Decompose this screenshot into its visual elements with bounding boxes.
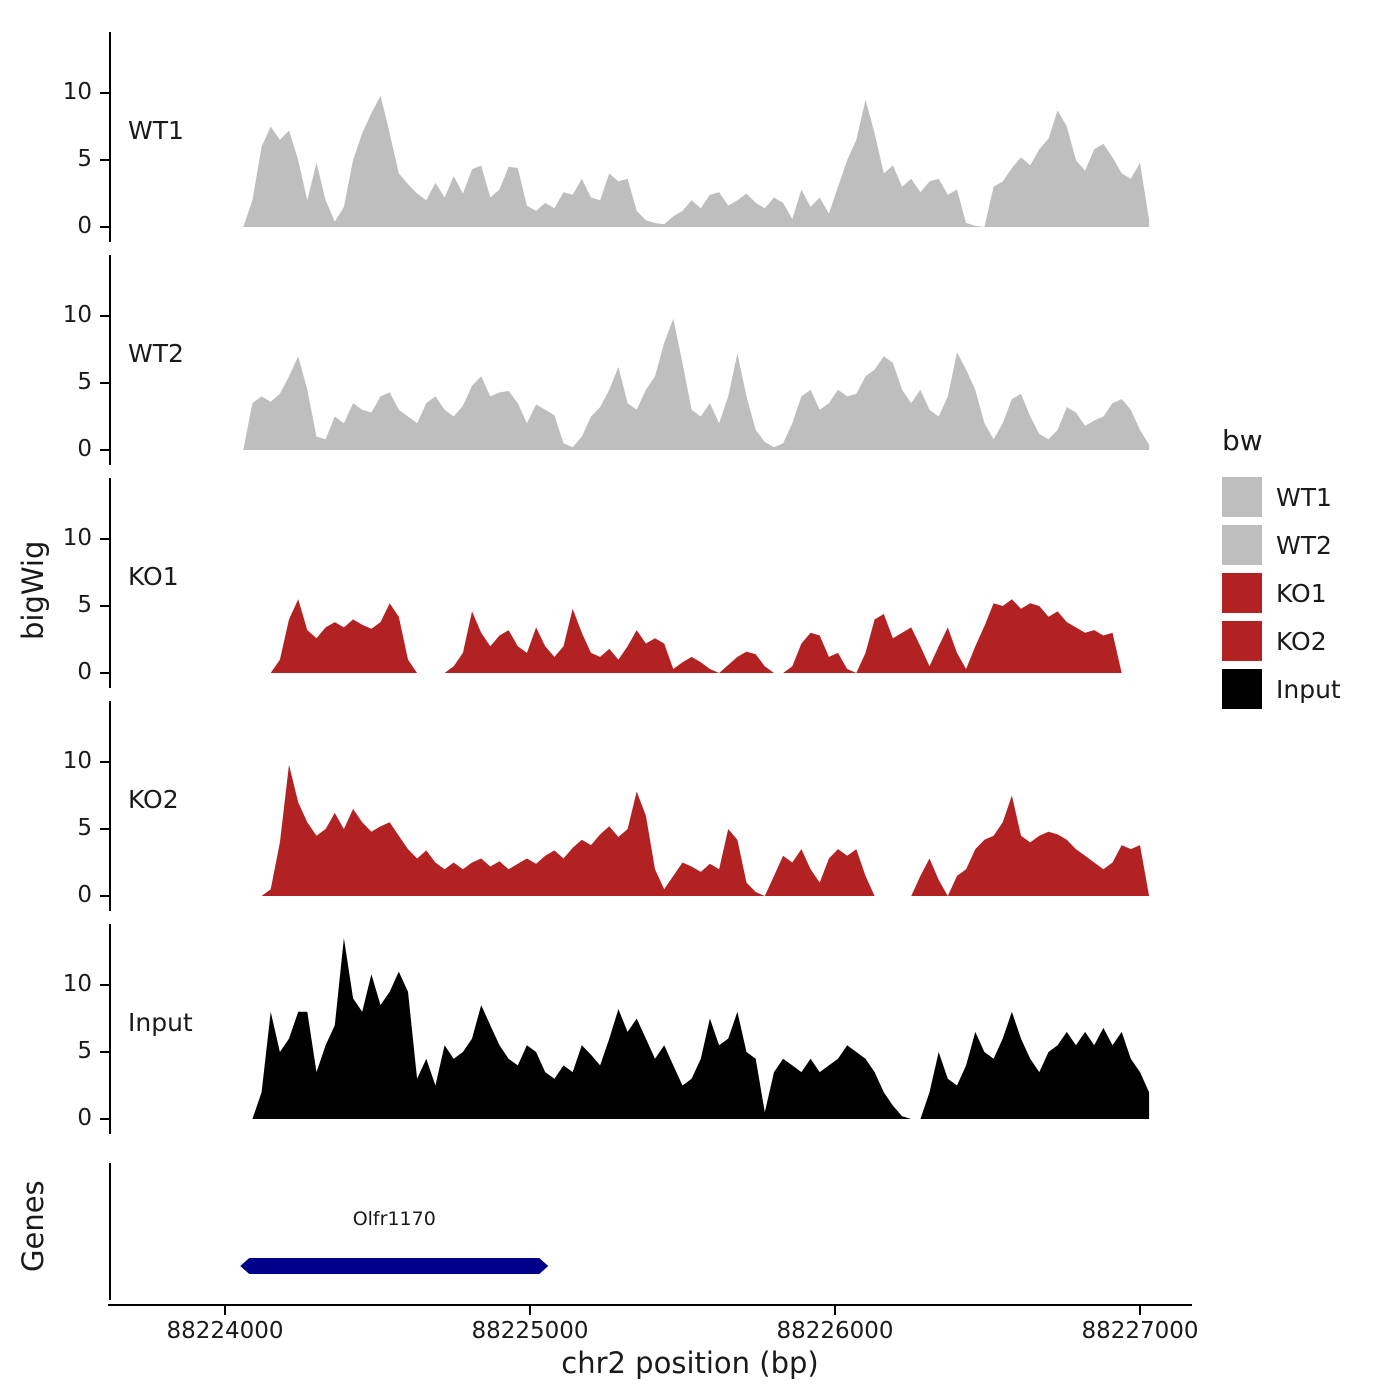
coverage-polygon [243, 95, 1150, 227]
x-tick [1138, 1306, 1141, 1315]
y-axis-line [109, 255, 111, 465]
x-tick-label: 88226000 [776, 1318, 894, 1344]
y-tick [100, 382, 110, 384]
y-tick-label: 5 [77, 146, 92, 172]
y-tick-label: 5 [77, 592, 92, 618]
legend-label: WT1 [1276, 482, 1332, 512]
legend-label: KO1 [1276, 578, 1327, 608]
coverage-area-wt1 [243, 95, 1150, 227]
y-tick [100, 449, 110, 451]
legend-entry-ko1: KO1 [1222, 569, 1398, 617]
y-tick-label: 10 [62, 971, 92, 997]
x-axis-line [108, 1304, 1192, 1306]
y-axis-line [109, 478, 111, 688]
y-tick-label: 10 [62, 302, 92, 328]
legend-entry-input: Input [1222, 665, 1398, 713]
x-tick [528, 1306, 531, 1315]
track-label-ko1: KO1 [128, 562, 179, 591]
x-tick [223, 1306, 226, 1315]
track-label-wt1: WT1 [128, 116, 184, 145]
coverage-area-wt2 [243, 318, 1150, 450]
coverage-area-ko1 [243, 599, 1150, 673]
gene-track [240, 1258, 549, 1274]
y-tick-label: 0 [77, 1105, 92, 1131]
track-label-ko2: KO2 [128, 785, 179, 814]
legend-swatch [1222, 525, 1262, 565]
y-tick [100, 315, 110, 317]
gene-name-label: Olfr1170 [352, 1208, 436, 1230]
legend-title: bw [1222, 424, 1263, 457]
y-tick [100, 605, 110, 607]
y-tick-label: 0 [77, 659, 92, 685]
y-tick [100, 895, 110, 897]
y-tick-label: 5 [77, 815, 92, 841]
genes-panel: Olfr1170 [0, 1160, 1400, 1305]
coverage-polygon [243, 938, 1150, 1119]
x-tick [833, 1306, 836, 1315]
y-tick-label: 5 [77, 369, 92, 395]
coverage-area-ko2 [243, 764, 1150, 896]
y-tick-label: 0 [77, 882, 92, 908]
y-tick [100, 761, 110, 763]
legend-swatch [1222, 573, 1262, 613]
x-axis-title: chr2 position (bp) [561, 1346, 819, 1380]
y-tick [100, 159, 110, 161]
legend-label: Input [1276, 674, 1341, 704]
y-axis-line [109, 701, 111, 911]
y-tick [100, 1118, 110, 1120]
track-ko2: 0 5 10 KO2 [0, 699, 1400, 922]
y-tick [100, 92, 110, 94]
y-tick [100, 672, 110, 674]
legend-label: KO2 [1276, 626, 1327, 656]
x-tick-label: 88227000 [1081, 1318, 1199, 1344]
coverage-polygon [243, 318, 1150, 450]
coverage-polygon [243, 599, 1150, 673]
track-wt2: 0 5 10 WT2 [0, 253, 1400, 476]
track-input: 0 5 10 Input [0, 922, 1400, 1145]
legend: bw WT1 WT2 KO1 KO2 Input [1222, 424, 1398, 713]
legend-entry-ko2: KO2 [1222, 617, 1398, 665]
y-tick-label: 0 [77, 213, 92, 239]
y-tick-label: 10 [62, 748, 92, 774]
x-tick-label: 88225000 [471, 1318, 589, 1344]
legend-entry-wt2: WT2 [1222, 521, 1398, 569]
y-tick-label: 10 [62, 79, 92, 105]
track-wt1: 0 5 10 WT1 [0, 30, 1400, 253]
coverage-area-input [243, 938, 1150, 1119]
genes-axis-line [109, 1163, 111, 1300]
legend-label: WT2 [1276, 530, 1332, 560]
track-label-wt2: WT2 [128, 339, 184, 368]
y-axis-line [109, 924, 111, 1134]
y-axis-line [109, 32, 111, 242]
y-tick-label: 10 [62, 525, 92, 551]
gene-body [240, 1258, 549, 1274]
y-tick-label: 0 [77, 436, 92, 462]
legend-entries: WT1 WT2 KO1 KO2 Input [1222, 473, 1398, 713]
y-tick [100, 538, 110, 540]
y-tick [100, 226, 110, 228]
track-label-input: Input [128, 1008, 193, 1037]
track-ko1: 0 5 10 KO1 [0, 476, 1400, 699]
legend-swatch [1222, 477, 1262, 517]
x-tick-label: 88224000 [166, 1318, 284, 1344]
y-tick-label: 5 [77, 1038, 92, 1064]
y-tick [100, 984, 110, 986]
legend-entry-wt1: WT1 [1222, 473, 1398, 521]
coverage-polygon [243, 764, 1150, 896]
y-tick [100, 828, 110, 830]
legend-swatch [1222, 621, 1262, 661]
legend-swatch [1222, 669, 1262, 709]
y-tick [100, 1051, 110, 1053]
